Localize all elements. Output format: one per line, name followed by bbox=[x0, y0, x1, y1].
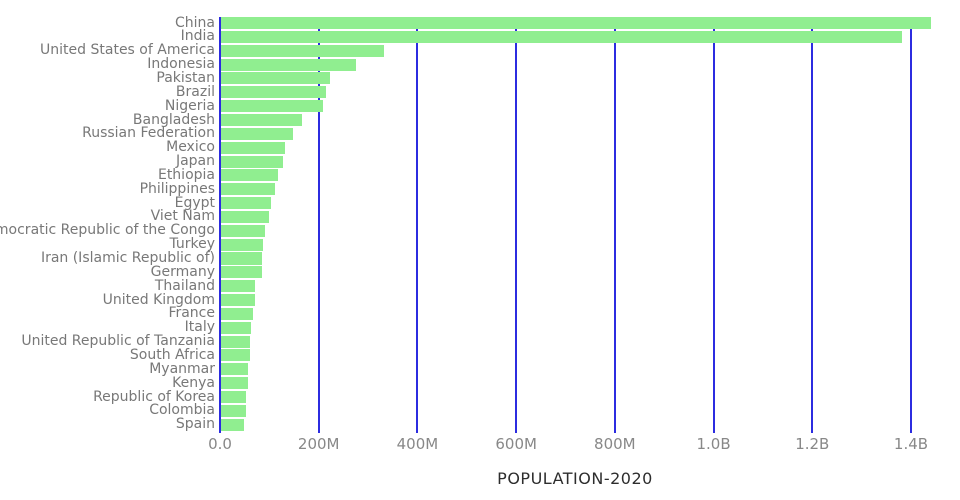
x-axis-tick-label: 800M bbox=[594, 435, 636, 453]
y-axis-label: Republic of Korea bbox=[93, 388, 215, 405]
bar bbox=[221, 321, 251, 334]
bar bbox=[221, 377, 248, 390]
bar bbox=[221, 390, 247, 404]
bar bbox=[221, 86, 326, 99]
y-axis-label: Germany bbox=[150, 263, 215, 280]
x-axis-tick-label: 1.0B bbox=[696, 435, 731, 453]
y-axis-label: France bbox=[168, 305, 215, 322]
x-gridline bbox=[416, 17, 419, 433]
bar bbox=[221, 294, 255, 307]
y-axis-label: Democratic Republic of the Congo bbox=[0, 222, 215, 239]
bar bbox=[221, 141, 285, 154]
y-axis-label: Spain bbox=[175, 416, 215, 433]
y-axis-label: Philippines bbox=[139, 180, 215, 197]
y-axis-label: Bangladesh bbox=[132, 111, 215, 128]
x-axis-tick-label: 600M bbox=[495, 435, 537, 453]
bar bbox=[221, 44, 385, 57]
y-axis-label: United Kingdom bbox=[102, 291, 215, 308]
bar bbox=[221, 113, 303, 127]
bar bbox=[221, 197, 272, 210]
bar bbox=[221, 72, 331, 85]
x-gridline bbox=[613, 17, 616, 433]
x-axis-tick-label: 200M bbox=[297, 435, 340, 453]
y-axis-label: Mexico bbox=[166, 139, 215, 156]
y-axis-label: Thailand bbox=[154, 277, 215, 294]
x-gridline bbox=[219, 17, 221, 433]
bar bbox=[221, 224, 266, 237]
bar bbox=[221, 58, 356, 71]
y-axis-label: Nigeria bbox=[164, 97, 215, 114]
y-axis-label: Russian Federation bbox=[82, 125, 215, 142]
bar bbox=[221, 335, 251, 348]
x-axis-tick-label: 0.0 bbox=[208, 435, 232, 453]
y-axis-label: Japan bbox=[175, 153, 215, 170]
y-axis-label: Brazil bbox=[175, 83, 215, 100]
x-axis-tick-label: 400M bbox=[396, 435, 439, 453]
bar bbox=[221, 363, 248, 376]
bar bbox=[221, 266, 263, 279]
y-axis-label: Pakistan bbox=[156, 69, 215, 86]
y-axis-label: United States of America bbox=[40, 42, 215, 59]
y-axis-label: Ethiopia bbox=[157, 166, 215, 183]
y-axis-label: Italy bbox=[184, 319, 215, 336]
bar bbox=[221, 418, 245, 431]
y-axis-label: Kenya bbox=[172, 374, 215, 391]
y-axis-label: Myanmar bbox=[149, 360, 215, 377]
bar bbox=[221, 100, 323, 113]
x-axis-title: POPULATION-2020 bbox=[497, 469, 653, 488]
y-axis-label: Colombia bbox=[149, 402, 215, 419]
y-axis-label: Indonesia bbox=[147, 56, 215, 73]
bar bbox=[221, 127, 293, 140]
bar bbox=[221, 252, 263, 265]
y-axis-label: United Republic of Tanzania bbox=[21, 333, 215, 350]
bar bbox=[221, 349, 251, 362]
bar bbox=[221, 183, 276, 196]
y-axis-label: South Africa bbox=[129, 346, 215, 363]
y-axis-label: China bbox=[175, 14, 215, 31]
bar bbox=[221, 280, 256, 293]
bar bbox=[221, 404, 247, 417]
x-axis-tick-label: 1.4B bbox=[893, 435, 929, 453]
bar bbox=[221, 169, 278, 182]
x-gridline bbox=[317, 17, 320, 433]
y-axis-label: Egypt bbox=[174, 194, 215, 211]
x-gridline bbox=[811, 17, 814, 433]
bar bbox=[221, 30, 903, 43]
y-axis-label: India bbox=[180, 28, 215, 45]
bar bbox=[221, 238, 263, 251]
y-axis-label: Iran (Islamic Republic of) bbox=[40, 250, 215, 266]
bar bbox=[221, 307, 254, 320]
bar bbox=[221, 155, 284, 168]
x-gridline bbox=[515, 17, 518, 433]
x-gridline bbox=[909, 17, 912, 433]
x-gridline bbox=[712, 17, 715, 433]
bar bbox=[221, 210, 270, 223]
x-axis-tick-label: 1.2B bbox=[795, 435, 830, 453]
y-axis-label: Turkey bbox=[169, 236, 215, 253]
y-axis-label: Viet Nam bbox=[150, 208, 215, 225]
bar bbox=[221, 17, 932, 30]
